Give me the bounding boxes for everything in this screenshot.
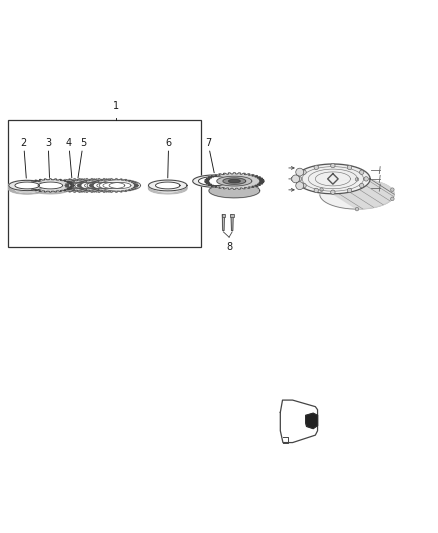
- Circle shape: [360, 170, 364, 174]
- Polygon shape: [78, 182, 100, 189]
- Polygon shape: [148, 180, 187, 191]
- Polygon shape: [53, 179, 102, 192]
- Polygon shape: [333, 164, 394, 209]
- Text: 1: 1: [113, 101, 119, 111]
- Polygon shape: [9, 180, 46, 191]
- Polygon shape: [9, 184, 46, 194]
- Polygon shape: [229, 180, 240, 183]
- Circle shape: [302, 183, 306, 188]
- Polygon shape: [155, 183, 180, 190]
- Polygon shape: [15, 183, 39, 190]
- Text: 7: 7: [205, 138, 214, 173]
- Polygon shape: [38, 184, 63, 191]
- Polygon shape: [87, 180, 128, 191]
- Bar: [8, 120, 201, 247]
- Polygon shape: [148, 182, 187, 193]
- Polygon shape: [217, 176, 252, 186]
- Polygon shape: [77, 179, 126, 192]
- Circle shape: [360, 183, 364, 188]
- Polygon shape: [205, 173, 264, 189]
- Circle shape: [292, 175, 300, 183]
- Polygon shape: [30, 181, 71, 192]
- Circle shape: [314, 188, 318, 192]
- Polygon shape: [75, 180, 116, 191]
- Polygon shape: [9, 180, 46, 191]
- Polygon shape: [91, 182, 113, 189]
- Circle shape: [296, 168, 304, 176]
- Polygon shape: [9, 181, 46, 191]
- Polygon shape: [30, 181, 71, 193]
- Polygon shape: [296, 164, 394, 194]
- Polygon shape: [306, 413, 318, 429]
- Polygon shape: [9, 182, 46, 192]
- Polygon shape: [15, 184, 39, 191]
- Circle shape: [355, 177, 359, 181]
- Polygon shape: [15, 185, 39, 192]
- Circle shape: [355, 207, 359, 211]
- Polygon shape: [30, 182, 71, 194]
- Circle shape: [364, 177, 368, 181]
- Polygon shape: [320, 179, 394, 209]
- Polygon shape: [193, 175, 237, 187]
- Polygon shape: [26, 179, 74, 192]
- Polygon shape: [155, 182, 180, 189]
- Circle shape: [347, 188, 352, 192]
- Circle shape: [320, 188, 323, 191]
- Polygon shape: [296, 164, 370, 194]
- Polygon shape: [15, 182, 39, 189]
- Polygon shape: [155, 185, 180, 192]
- Text: 4: 4: [66, 138, 72, 178]
- Polygon shape: [198, 176, 231, 185]
- Polygon shape: [85, 182, 106, 189]
- Polygon shape: [223, 178, 246, 184]
- Polygon shape: [66, 182, 88, 189]
- Circle shape: [296, 182, 304, 190]
- Polygon shape: [89, 179, 138, 192]
- Polygon shape: [72, 182, 94, 189]
- Polygon shape: [97, 182, 119, 189]
- Polygon shape: [38, 183, 63, 190]
- Circle shape: [391, 188, 394, 191]
- Polygon shape: [155, 184, 180, 191]
- Polygon shape: [38, 184, 63, 191]
- Polygon shape: [60, 182, 82, 189]
- Circle shape: [297, 177, 302, 181]
- Polygon shape: [148, 180, 187, 191]
- Circle shape: [331, 190, 335, 195]
- Polygon shape: [63, 180, 104, 191]
- Polygon shape: [15, 184, 39, 191]
- Polygon shape: [50, 180, 92, 191]
- Text: 8: 8: [226, 243, 232, 253]
- Polygon shape: [15, 182, 39, 189]
- Polygon shape: [65, 179, 114, 192]
- Circle shape: [314, 165, 318, 169]
- Circle shape: [302, 170, 306, 174]
- Text: 3: 3: [45, 138, 51, 177]
- Polygon shape: [38, 182, 63, 189]
- Polygon shape: [103, 182, 125, 189]
- Polygon shape: [148, 181, 187, 192]
- Text: 6: 6: [166, 138, 172, 178]
- Polygon shape: [223, 215, 224, 231]
- Polygon shape: [155, 182, 180, 189]
- Text: 5: 5: [78, 138, 86, 178]
- Polygon shape: [30, 180, 71, 191]
- Text: 2: 2: [21, 138, 27, 178]
- Polygon shape: [99, 180, 141, 191]
- Bar: [230, 214, 234, 216]
- Polygon shape: [38, 182, 63, 189]
- Bar: [222, 214, 225, 216]
- Circle shape: [391, 197, 394, 200]
- Polygon shape: [148, 183, 187, 194]
- Circle shape: [347, 165, 352, 169]
- Polygon shape: [9, 183, 46, 193]
- Polygon shape: [231, 215, 233, 231]
- Circle shape: [331, 164, 335, 168]
- Polygon shape: [209, 183, 260, 198]
- Polygon shape: [109, 182, 131, 189]
